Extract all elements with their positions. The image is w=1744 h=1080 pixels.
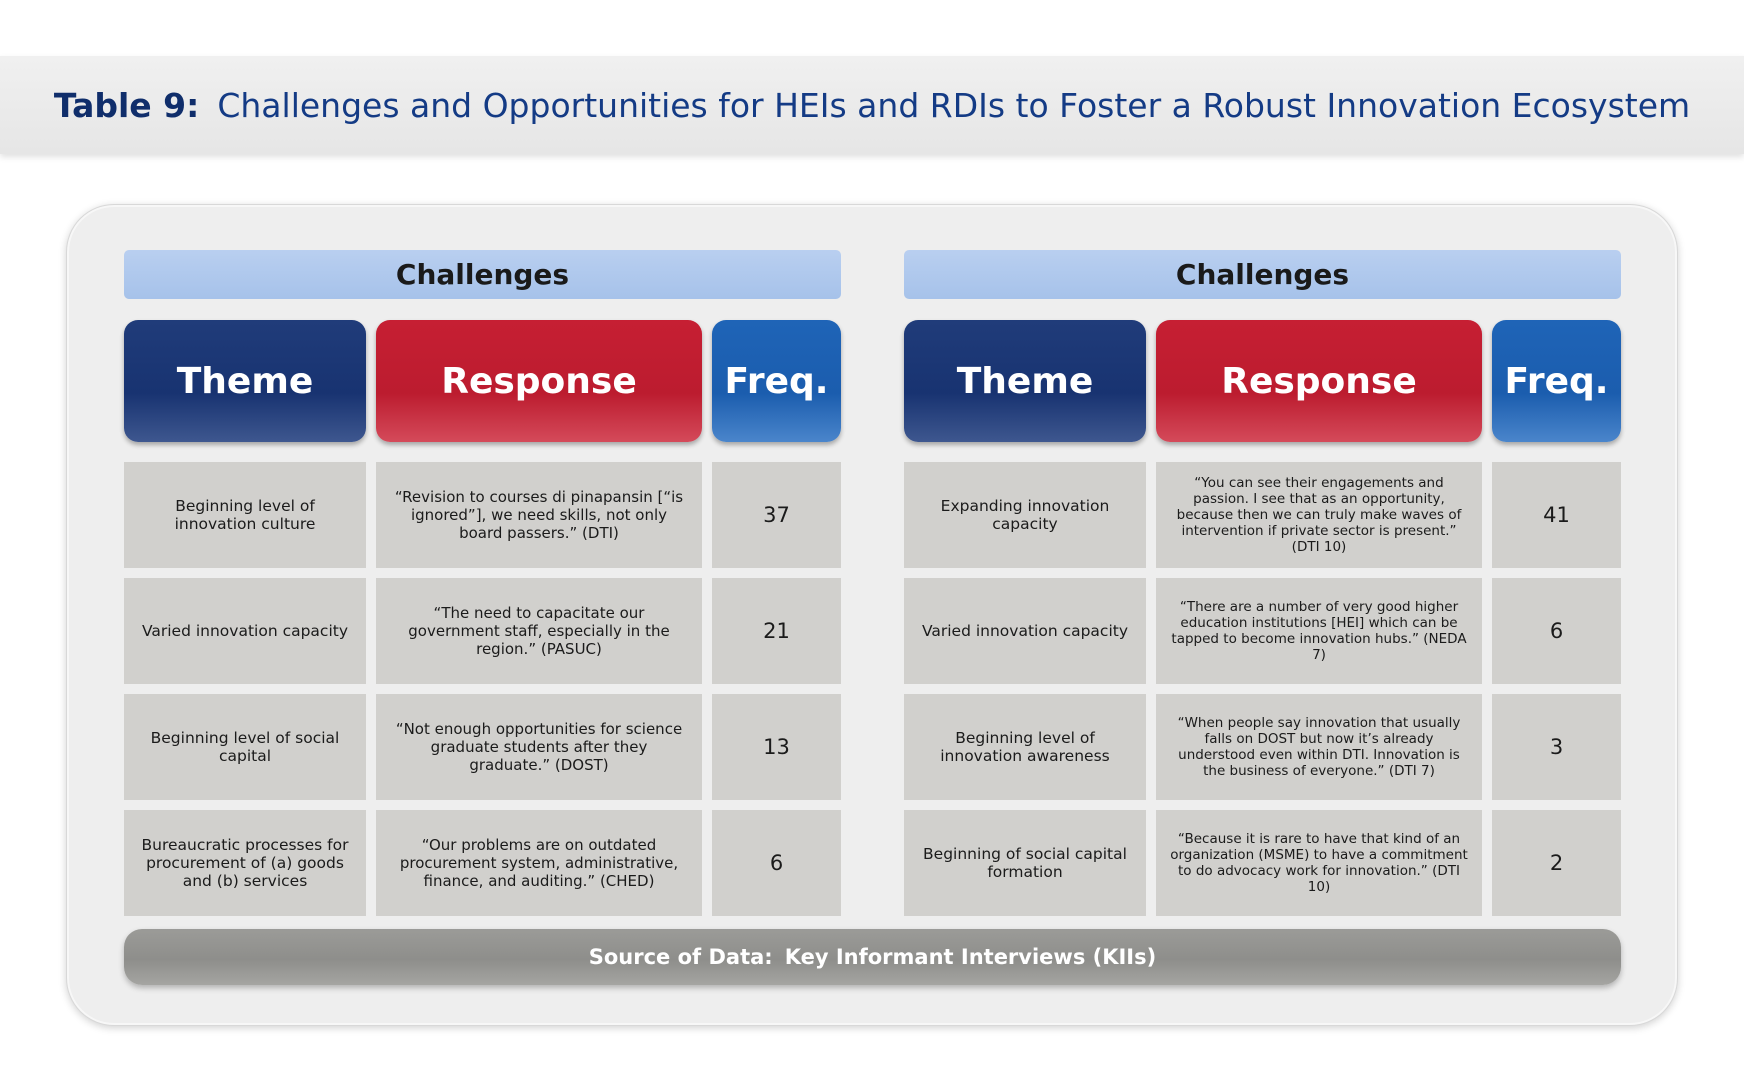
- table-row: Varied innovation capacity “The need to …: [124, 578, 841, 684]
- table-row: Varied innovation capacity “There are a …: [904, 578, 1621, 684]
- freq-cell: 2: [1492, 810, 1621, 916]
- response-column-header: Response: [376, 320, 702, 442]
- theme-cell: Varied innovation capacity: [124, 578, 366, 684]
- freq-column-header: Freq.: [1492, 320, 1621, 442]
- freq-cell: 37: [712, 462, 841, 568]
- right-table: Challenges Theme Response Freq. Expandin…: [904, 250, 1621, 926]
- table-row: Beginning of social capital formation “B…: [904, 810, 1621, 916]
- freq-cell: 41: [1492, 462, 1621, 568]
- column-headers: Theme Response Freq.: [904, 320, 1621, 442]
- theme-cell: Beginning level of social capital: [124, 694, 366, 800]
- theme-cell: Bureaucratic processes for procurement o…: [124, 810, 366, 916]
- table-body: Beginning level of innovation culture “R…: [124, 462, 841, 916]
- column-headers: Theme Response Freq.: [124, 320, 841, 442]
- table-body: Expanding innovation capacity “You can s…: [904, 462, 1621, 916]
- response-cell: “When people say innovation that usually…: [1156, 694, 1482, 800]
- section-header: Challenges: [124, 250, 841, 299]
- theme-cell: Beginning of social capital formation: [904, 810, 1146, 916]
- section-header: Challenges: [904, 250, 1621, 299]
- response-cell: “Revision to courses di pinapansin [“is …: [376, 462, 702, 568]
- theme-column-header: Theme: [904, 320, 1146, 442]
- source-bar: Source of Data: Key Informant Interviews…: [124, 929, 1621, 985]
- source-value: Key Informant Interviews (KIIs): [784, 945, 1157, 969]
- title-band: Table 9: Challenges and Opportunities fo…: [0, 56, 1744, 154]
- theme-cell: Beginning level of innovation awareness: [904, 694, 1146, 800]
- theme-cell: Beginning level of innovation culture: [124, 462, 366, 568]
- response-cell: “Our problems are on outdated procuremen…: [376, 810, 702, 916]
- freq-cell: 3: [1492, 694, 1621, 800]
- freq-cell: 21: [712, 578, 841, 684]
- response-column-header: Response: [1156, 320, 1482, 442]
- response-cell: “There are a number of very good higher …: [1156, 578, 1482, 684]
- table-row: Bureaucratic processes for procurement o…: [124, 810, 841, 916]
- response-cell: “You can see their engagements and passi…: [1156, 462, 1482, 568]
- theme-cell: Expanding innovation capacity: [904, 462, 1146, 568]
- left-table: Challenges Theme Response Freq. Beginnin…: [124, 250, 841, 926]
- table-row: Beginning level of social capital “Not e…: [124, 694, 841, 800]
- freq-cell: 6: [1492, 578, 1621, 684]
- table-row: Beginning level of innovation awareness …: [904, 694, 1621, 800]
- table-row: Beginning level of innovation culture “R…: [124, 462, 841, 568]
- table-row: Expanding innovation capacity “You can s…: [904, 462, 1621, 568]
- freq-cell: 13: [712, 694, 841, 800]
- freq-cell: 6: [712, 810, 841, 916]
- response-cell: “Because it is rare to have that kind of…: [1156, 810, 1482, 916]
- theme-cell: Varied innovation capacity: [904, 578, 1146, 684]
- source-label: Source of Data:: [588, 945, 773, 969]
- theme-column-header: Theme: [124, 320, 366, 442]
- page-title: Challenges and Opportunities for HEIs an…: [217, 85, 1691, 125]
- response-cell: “Not enough opportunities for science gr…: [376, 694, 702, 800]
- freq-column-header: Freq.: [712, 320, 841, 442]
- response-cell: “The need to capacitate our government s…: [376, 578, 702, 684]
- table-number: Table 9:: [53, 85, 200, 125]
